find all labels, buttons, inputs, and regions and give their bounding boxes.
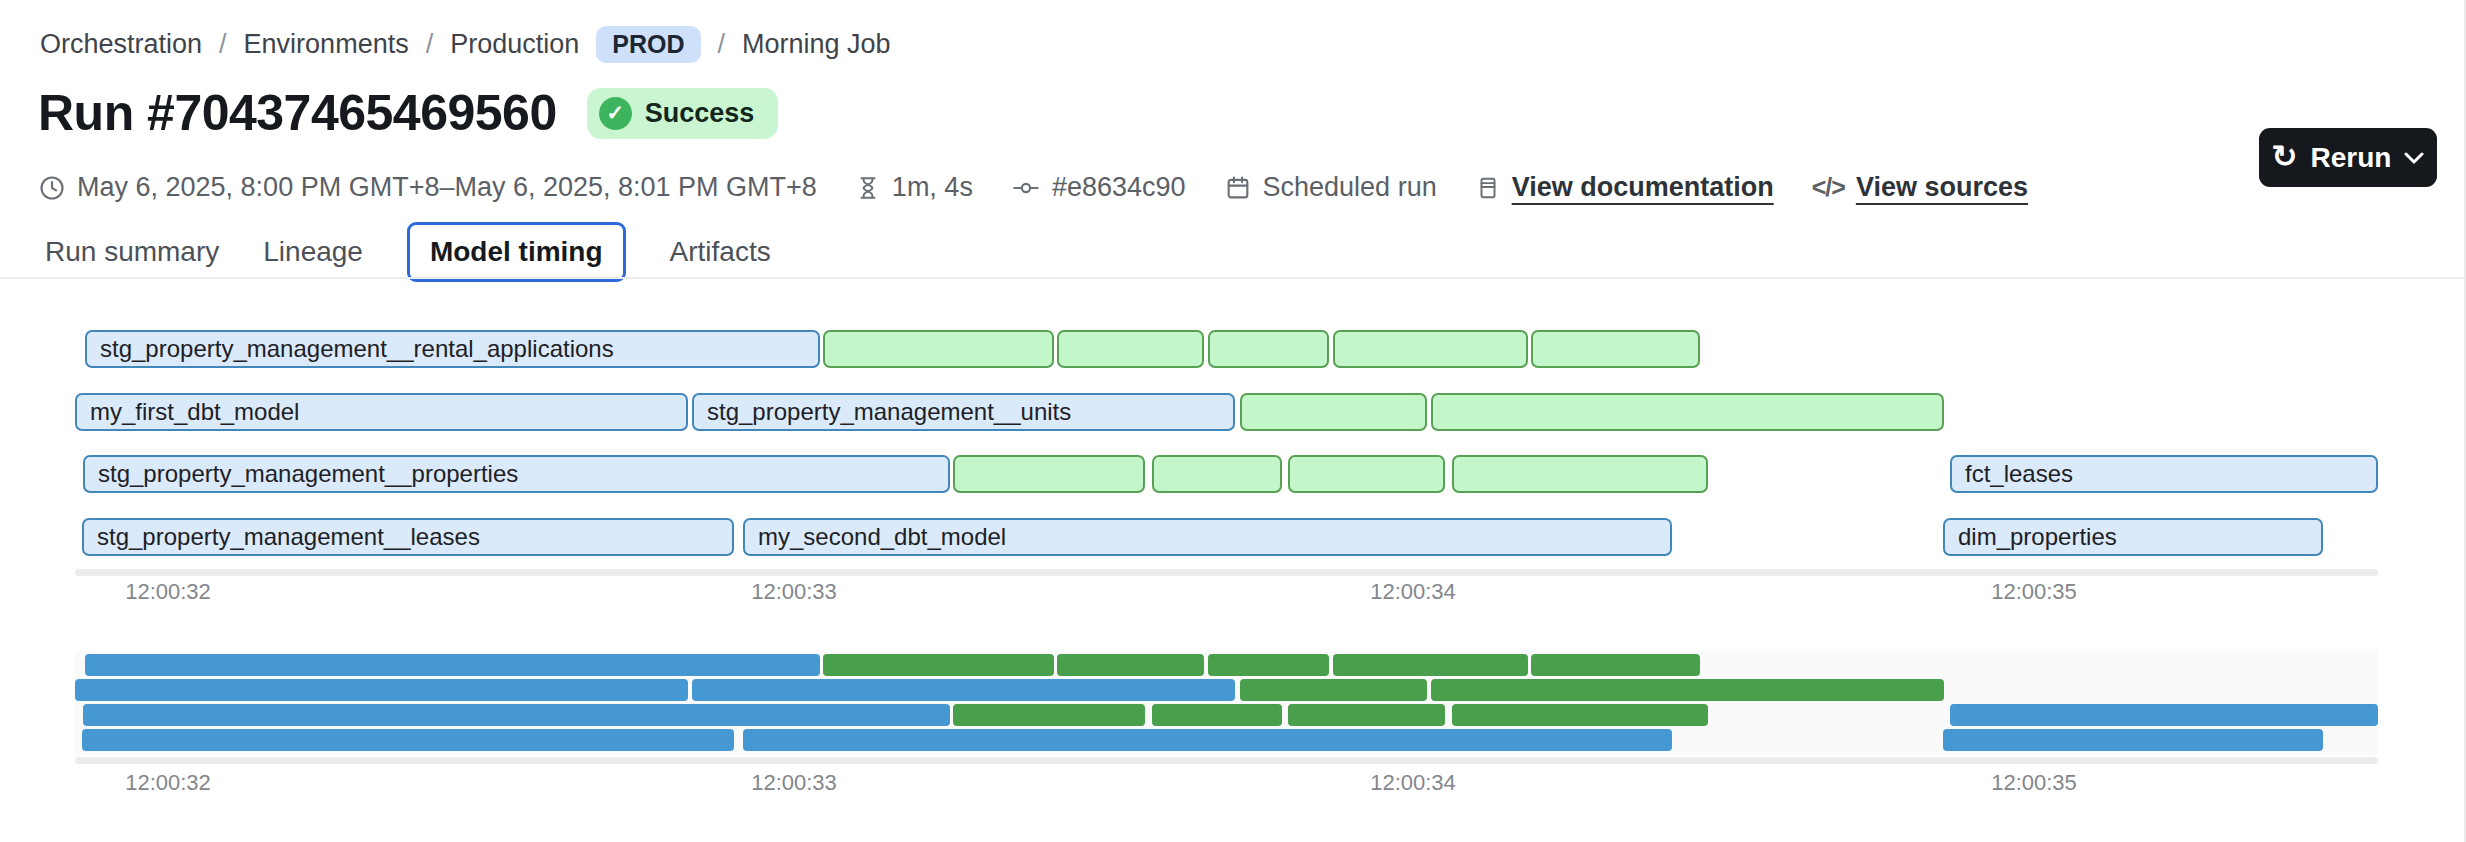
minimap-bar (1950, 704, 2378, 726)
axis-tick-label: 12:00:35 (1991, 770, 2077, 796)
gantt-bar[interactable] (1288, 455, 1445, 493)
minimap-bar (743, 729, 1672, 751)
gantt-bar[interactable] (1057, 330, 1204, 368)
gantt-bar[interactable]: dim_properties (1943, 518, 2323, 556)
minimap-bar (1208, 654, 1329, 676)
minimap-bar (1452, 704, 1708, 726)
minimap-bar (83, 704, 950, 726)
minimap-bar (1333, 654, 1528, 676)
axis-tick-label: 12:00:32 (125, 770, 211, 796)
axis-tick-label: 12:00:34 (1370, 770, 1456, 796)
axis-tick-label: 12:00:34 (1370, 579, 1456, 605)
minimap-bar (1152, 704, 1282, 726)
axis-tick-label: 12:00:32 (125, 579, 211, 605)
gantt-bar[interactable]: stg_property_management__rental_applicat… (85, 330, 820, 368)
axis-tick-label: 12:00:35 (1991, 579, 2077, 605)
minimap-bar (82, 729, 734, 751)
gantt-bar[interactable]: fct_leases (1950, 455, 2378, 493)
minimap-bar (692, 679, 1235, 701)
gantt-bar[interactable] (953, 455, 1145, 493)
gantt-bar[interactable] (1152, 455, 1282, 493)
minimap-scrollbar[interactable] (75, 757, 2378, 764)
minimap-bar (1057, 654, 1204, 676)
gantt-bar[interactable]: stg_property_management__properties (83, 455, 950, 493)
gantt-bar[interactable] (1333, 330, 1528, 368)
gantt-bar[interactable]: my_first_dbt_model (75, 393, 688, 431)
minimap-bar (1288, 704, 1445, 726)
minimap-bar (75, 679, 688, 701)
minimap-bar (1531, 654, 1700, 676)
gantt-bar[interactable]: stg_property_management__leases (82, 518, 734, 556)
gantt-bar[interactable]: stg_property_management__units (692, 393, 1235, 431)
minimap-bar (85, 654, 820, 676)
minimap-bar (823, 654, 1054, 676)
gantt-bar[interactable] (1431, 393, 1944, 431)
gantt-bar[interactable] (1531, 330, 1700, 368)
minimap-bar (1431, 679, 1944, 701)
minimap-bar (953, 704, 1145, 726)
axis-tick-label: 12:00:33 (751, 579, 837, 605)
gantt-bar[interactable] (1240, 393, 1427, 431)
model-timing-chart: stg_property_management__rental_applicat… (0, 0, 2466, 842)
minimap-bar (1943, 729, 2323, 751)
gantt-scrollbar[interactable] (75, 569, 2378, 576)
gantt-bar[interactable] (823, 330, 1054, 368)
gantt-bar[interactable] (1208, 330, 1329, 368)
minimap-bar (1240, 679, 1427, 701)
gantt-bar[interactable] (1452, 455, 1708, 493)
gantt-bar[interactable]: my_second_dbt_model (743, 518, 1672, 556)
axis-tick-label: 12:00:33 (751, 770, 837, 796)
